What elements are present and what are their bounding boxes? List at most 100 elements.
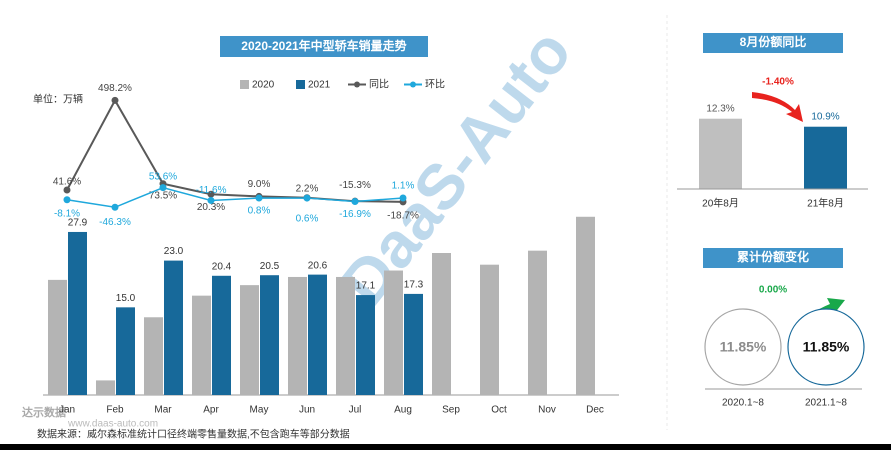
x-tick-label: 21年8月 <box>807 197 844 210</box>
bar <box>528 250 547 395</box>
data-label: 27.9 <box>68 218 88 229</box>
title-banner <box>703 33 843 53</box>
x-tick-label: 2020.1~8 <box>722 398 764 409</box>
bar <box>68 231 87 395</box>
data-label: 20.6 <box>308 260 328 271</box>
bar <box>336 276 355 395</box>
data-label: 0.6% <box>296 214 319 225</box>
data-label: 15.0 <box>116 293 136 304</box>
share-circle <box>704 308 782 386</box>
bar <box>384 270 403 395</box>
data-label: 53.6% <box>149 171 177 182</box>
chart-title: 8月份额同比 <box>740 34 807 49</box>
data-label: -11.6% <box>196 185 227 196</box>
bar <box>144 317 163 395</box>
x-tick-label: 20年8月 <box>702 197 739 210</box>
bar <box>576 216 595 395</box>
x-tick-label: Sep <box>442 405 460 416</box>
footnote: 数据来源：威尔森标准统计口径终端零售量数据,不包含跑车等部分数据 <box>37 428 350 441</box>
bar <box>804 126 847 189</box>
logo-text: 达示数据 <box>22 405 66 419</box>
bar <box>164 260 183 395</box>
legend-swatch <box>354 81 360 88</box>
line-point <box>399 194 407 202</box>
unit-label: 单位：万辆 <box>33 93 83 106</box>
data-label: 12.3% <box>706 103 734 114</box>
share-circle <box>787 308 865 386</box>
legend-swatch <box>296 80 305 89</box>
bar <box>192 295 211 395</box>
x-tick-label: Dec <box>586 405 604 416</box>
legend-swatch <box>240 80 249 89</box>
bar <box>356 295 375 395</box>
data-label: -15.3% <box>339 180 371 191</box>
decrease-arrow <box>752 92 803 122</box>
bar <box>288 276 307 395</box>
x-tick-label: May <box>250 405 269 416</box>
logo-url: www.daas-auto.com <box>67 419 158 430</box>
bar <box>480 264 499 395</box>
data-label: 41.6% <box>53 177 81 188</box>
data-label: 20.4 <box>212 261 232 272</box>
bar <box>308 274 327 395</box>
line-point <box>207 190 215 198</box>
bar <box>96 380 115 395</box>
data-label: -46.3% <box>99 217 131 228</box>
bar <box>212 275 231 395</box>
legend-label: 2020 <box>252 80 275 91</box>
bar <box>240 285 259 395</box>
legend-label: 2021 <box>308 80 331 91</box>
x-tick-label: Jul <box>349 405 362 416</box>
data-label: 11.85% <box>720 339 767 355</box>
legend-label: 环比 <box>425 79 445 91</box>
chart-title: 累计份额变化 <box>737 249 809 264</box>
bar <box>432 252 451 395</box>
bar <box>116 307 135 395</box>
bar <box>260 275 279 395</box>
data-label: 10.9% <box>811 111 839 122</box>
bar <box>699 118 742 189</box>
line-point <box>111 96 119 104</box>
bar <box>48 279 67 395</box>
line-point <box>111 203 119 211</box>
data-label: 1.1% <box>392 181 415 192</box>
data-label: 23.0 <box>164 246 184 257</box>
x-tick-label: Mar <box>154 405 172 416</box>
line-point <box>63 186 71 194</box>
data-label: -16.9% <box>339 209 371 220</box>
line-point <box>255 194 263 202</box>
x-tick-label: Apr <box>203 405 219 416</box>
data-label: -18.7% <box>387 210 419 221</box>
bottom-band <box>0 444 891 450</box>
line-point <box>159 184 167 192</box>
data-label: 498.2% <box>98 83 132 94</box>
data-label: 17.3 <box>404 280 424 291</box>
data-label: -8.1% <box>54 208 80 219</box>
line-point <box>63 196 71 204</box>
x-tick-label: Aug <box>394 405 412 416</box>
x-tick-label: 2021.1~8 <box>805 398 847 409</box>
legend-label: 同比 <box>369 79 389 91</box>
annotation: 0.00% <box>759 285 787 296</box>
title-banner <box>703 248 843 268</box>
x-tick-label: Jan <box>59 405 75 416</box>
line-point <box>351 198 359 206</box>
bar <box>404 293 423 395</box>
annotation: -1.40% <box>762 77 794 88</box>
data-label: 0.8% <box>248 206 271 217</box>
data-label: 11.85% <box>803 339 850 355</box>
data-label: 17.1 <box>356 281 376 292</box>
data-label: 20.5 <box>260 261 280 272</box>
legend-swatch <box>410 81 416 88</box>
data-label: 20.3% <box>197 202 225 213</box>
data-label: 73.5% <box>149 190 177 201</box>
line-point <box>207 196 215 204</box>
line-point <box>303 194 311 202</box>
title-banner <box>220 36 428 57</box>
x-tick-label: Jun <box>299 405 315 416</box>
data-label: 9.0% <box>248 179 271 190</box>
x-tick-label: Nov <box>538 405 556 416</box>
x-tick-label: Feb <box>106 405 124 416</box>
x-tick-label: Oct <box>491 405 507 416</box>
